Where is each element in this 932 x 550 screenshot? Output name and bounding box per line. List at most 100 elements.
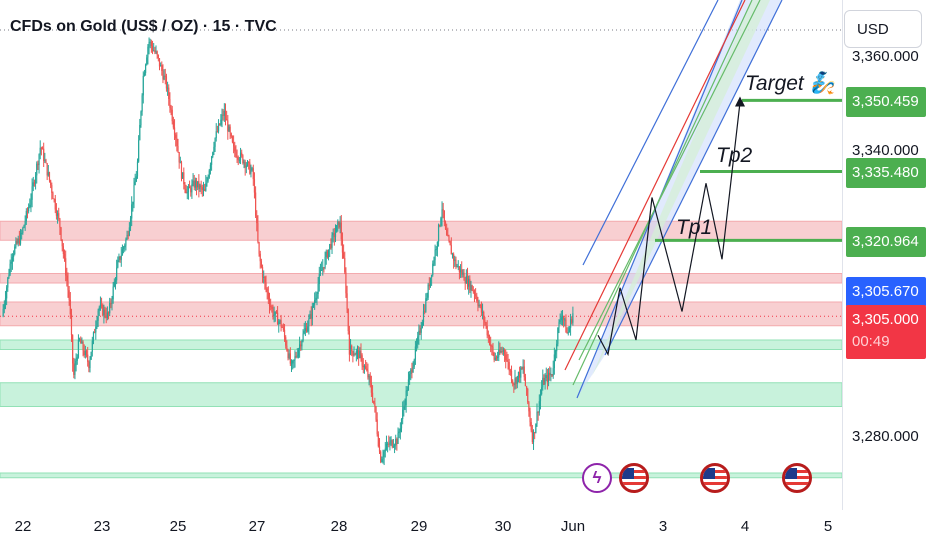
candle-body bbox=[501, 351, 503, 353]
candle-body bbox=[223, 110, 225, 116]
candle-body bbox=[150, 41, 152, 47]
candle-body bbox=[271, 306, 273, 309]
candle-body bbox=[392, 446, 395, 448]
candle-body bbox=[326, 251, 328, 258]
candle-body bbox=[531, 430, 533, 443]
candle-body bbox=[45, 160, 47, 164]
candle-body bbox=[22, 227, 24, 233]
candle-body bbox=[517, 372, 520, 377]
candle-body bbox=[327, 249, 330, 258]
candle-body bbox=[333, 233, 335, 238]
candle-body bbox=[165, 76, 168, 89]
candle-body bbox=[488, 335, 491, 345]
candle-body bbox=[26, 210, 29, 212]
candle-body bbox=[192, 180, 194, 185]
candle-body bbox=[459, 269, 462, 273]
candle-body bbox=[21, 232, 23, 234]
candle-body bbox=[132, 201, 134, 205]
candle-body bbox=[188, 186, 191, 189]
candle-body bbox=[437, 224, 440, 242]
time-axis-label: 4 bbox=[740, 518, 750, 535]
candle-body bbox=[373, 400, 375, 403]
candle-body bbox=[490, 344, 492, 347]
candle-body bbox=[118, 256, 120, 261]
candle-body bbox=[222, 114, 224, 116]
candle-body bbox=[429, 277, 432, 287]
candle-body bbox=[478, 305, 480, 307]
us-flag-icon[interactable] bbox=[619, 463, 649, 493]
currency-selector[interactable]: USD bbox=[844, 10, 922, 48]
chart-title: CFDs on Gold (US$ / OZ) · 15 · TVC bbox=[10, 18, 277, 35]
candle-body bbox=[51, 185, 53, 193]
candle-body bbox=[396, 438, 398, 444]
candle-body bbox=[522, 366, 524, 369]
candle-body bbox=[187, 186, 190, 193]
candle-body bbox=[265, 282, 267, 289]
candle-body bbox=[148, 41, 150, 47]
candle-body bbox=[388, 443, 390, 445]
candle-body bbox=[200, 185, 202, 188]
candle-body bbox=[468, 278, 470, 287]
candle-body bbox=[105, 315, 107, 318]
candle-body bbox=[491, 346, 493, 348]
candle-body bbox=[249, 162, 251, 174]
time-axis-label: 5 bbox=[823, 518, 833, 535]
candle-body bbox=[138, 140, 140, 162]
time-axis-label: 28 bbox=[330, 518, 348, 535]
candle-body bbox=[39, 147, 41, 155]
candle-body bbox=[19, 233, 22, 244]
candle-body bbox=[420, 327, 422, 333]
candle-body bbox=[542, 377, 544, 388]
candle-body bbox=[469, 278, 471, 291]
candle-body bbox=[103, 309, 105, 316]
candle-body bbox=[55, 209, 58, 216]
candle-body bbox=[78, 339, 81, 341]
candle-body bbox=[126, 234, 128, 240]
candle-body bbox=[470, 285, 472, 291]
candle-body bbox=[449, 241, 451, 246]
candle-body bbox=[52, 192, 54, 200]
candle-body bbox=[494, 357, 496, 360]
candle-body bbox=[358, 350, 360, 359]
candle-body bbox=[282, 327, 284, 330]
candle-body bbox=[463, 272, 465, 281]
candle-body bbox=[81, 341, 83, 344]
candle-body bbox=[447, 234, 449, 237]
candle-body bbox=[428, 284, 430, 287]
candle-body bbox=[330, 244, 332, 248]
candle-body bbox=[184, 184, 186, 190]
candle-body bbox=[500, 351, 502, 353]
candle-body bbox=[523, 366, 525, 378]
candle-body bbox=[257, 223, 259, 242]
price-tag-tp1: 3,320.964 bbox=[846, 227, 926, 257]
resistance-zone bbox=[0, 273, 843, 284]
regression-channel bbox=[564, 0, 783, 399]
candle-body bbox=[273, 314, 275, 317]
candle-body bbox=[18, 238, 20, 244]
candle-body bbox=[47, 172, 49, 176]
candle-body bbox=[473, 291, 476, 295]
us-flag-icon[interactable] bbox=[700, 463, 730, 493]
candle-body bbox=[382, 457, 384, 460]
candle-body bbox=[251, 168, 253, 171]
candle-body bbox=[119, 256, 121, 260]
lightning-icon[interactable]: ϟ bbox=[582, 463, 612, 493]
candle-body bbox=[422, 311, 425, 323]
time-axis-label: 30 bbox=[494, 518, 512, 535]
candle-body bbox=[347, 309, 349, 331]
candle-body bbox=[134, 181, 136, 186]
candle-body bbox=[552, 368, 554, 376]
us-flag-icon[interactable] bbox=[782, 463, 812, 493]
candle-body bbox=[323, 267, 325, 269]
candle-body bbox=[454, 259, 456, 261]
candle-body bbox=[121, 249, 124, 256]
candle-body bbox=[170, 107, 172, 110]
candle-body bbox=[169, 99, 171, 108]
candle-body bbox=[480, 305, 483, 313]
candle-body bbox=[413, 359, 415, 367]
candle-body bbox=[241, 152, 243, 156]
candle-body bbox=[415, 343, 418, 347]
candle-body bbox=[96, 320, 98, 327]
candle-body bbox=[41, 148, 44, 150]
